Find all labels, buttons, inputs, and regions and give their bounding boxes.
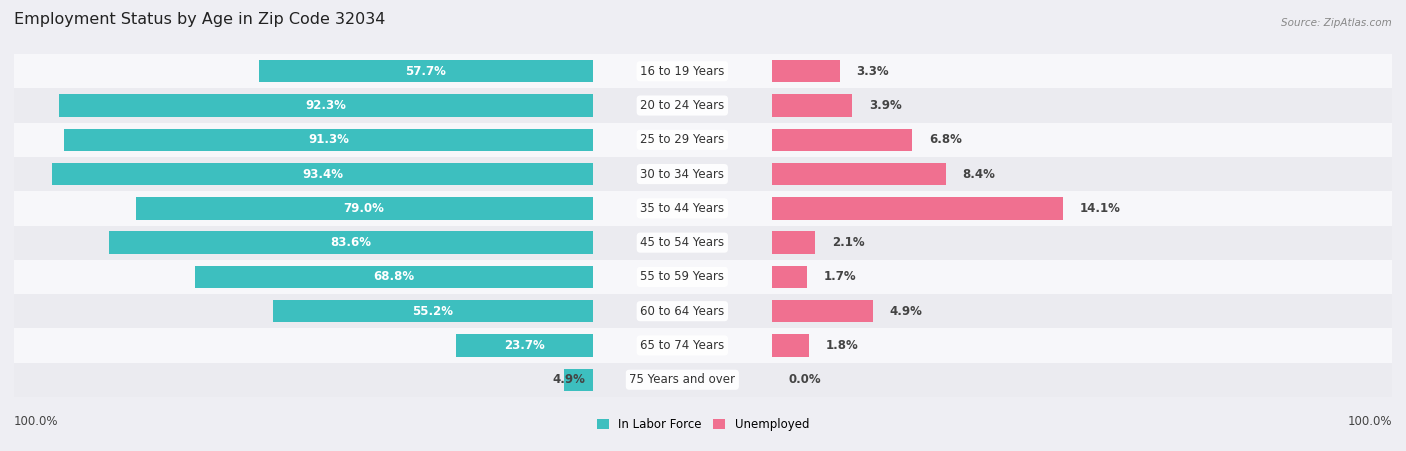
Bar (772, 60, 841, 83)
Bar (65, 129, 593, 151)
Text: 8.4%: 8.4% (962, 168, 995, 180)
Bar (593, 294, 772, 328)
Bar (593, 157, 772, 191)
Text: 57.7%: 57.7% (405, 65, 446, 78)
Text: 4.9%: 4.9% (890, 305, 922, 318)
Bar (14, 294, 593, 328)
Bar (772, 226, 1392, 260)
Text: 68.8%: 68.8% (373, 271, 415, 283)
Bar (52, 163, 593, 185)
Text: 25 to 29 Years: 25 to 29 Years (640, 133, 724, 146)
Text: 30 to 34 Years: 30 to 34 Years (640, 168, 724, 180)
Text: 79.0%: 79.0% (343, 202, 385, 215)
Text: 93.4%: 93.4% (302, 168, 343, 180)
Bar (772, 260, 1392, 294)
Bar (593, 88, 772, 123)
Bar (772, 197, 1063, 220)
Bar (14, 260, 593, 294)
Text: 2.1%: 2.1% (832, 236, 865, 249)
Bar (593, 123, 772, 157)
Bar (456, 334, 593, 357)
Legend: In Labor Force, Unemployed: In Labor Force, Unemployed (592, 414, 814, 436)
Bar (593, 328, 772, 363)
Bar (772, 231, 815, 254)
Bar (772, 88, 1392, 123)
Bar (14, 88, 593, 123)
Text: 1.8%: 1.8% (825, 339, 859, 352)
Bar (593, 260, 772, 294)
Text: 0.0%: 0.0% (789, 373, 821, 386)
Bar (593, 363, 772, 397)
Bar (14, 157, 593, 191)
Bar (259, 60, 593, 83)
Text: 4.9%: 4.9% (553, 373, 586, 386)
Text: Source: ZipAtlas.com: Source: ZipAtlas.com (1281, 18, 1392, 28)
Text: 92.3%: 92.3% (305, 99, 346, 112)
Bar (14, 328, 593, 363)
Bar (772, 157, 1392, 191)
Bar (593, 54, 772, 88)
Text: Employment Status by Age in Zip Code 32034: Employment Status by Age in Zip Code 320… (14, 12, 385, 27)
Bar (135, 197, 593, 220)
Text: 3.3%: 3.3% (856, 65, 889, 78)
Bar (772, 334, 808, 357)
Bar (772, 266, 807, 288)
Text: 100.0%: 100.0% (1347, 415, 1392, 428)
Text: 91.3%: 91.3% (308, 133, 349, 146)
Bar (772, 328, 1392, 363)
Bar (772, 123, 1392, 157)
Text: 45 to 54 Years: 45 to 54 Years (640, 236, 724, 249)
Bar (14, 226, 593, 260)
Bar (194, 266, 593, 288)
Bar (110, 231, 593, 254)
Bar (772, 300, 873, 322)
Bar (772, 363, 1392, 397)
Bar (564, 368, 593, 391)
Text: 14.1%: 14.1% (1080, 202, 1121, 215)
Text: 65 to 74 Years: 65 to 74 Years (640, 339, 724, 352)
Bar (772, 191, 1392, 226)
Text: 55 to 59 Years: 55 to 59 Years (640, 271, 724, 283)
Bar (14, 123, 593, 157)
Bar (772, 129, 912, 151)
Bar (14, 54, 593, 88)
Text: 23.7%: 23.7% (503, 339, 544, 352)
Text: 60 to 64 Years: 60 to 64 Years (640, 305, 724, 318)
Bar (14, 363, 593, 397)
Text: 16 to 19 Years: 16 to 19 Years (640, 65, 724, 78)
Bar (593, 226, 772, 260)
Text: 3.9%: 3.9% (869, 99, 901, 112)
Text: 83.6%: 83.6% (330, 236, 371, 249)
Text: 6.8%: 6.8% (929, 133, 962, 146)
Bar (593, 191, 772, 226)
Bar (772, 294, 1392, 328)
Bar (273, 300, 593, 322)
Text: 1.7%: 1.7% (824, 271, 856, 283)
Bar (14, 191, 593, 226)
Bar (59, 94, 593, 117)
Text: 55.2%: 55.2% (412, 305, 454, 318)
Text: 35 to 44 Years: 35 to 44 Years (640, 202, 724, 215)
Text: 100.0%: 100.0% (14, 415, 59, 428)
Bar (772, 94, 852, 117)
Bar (772, 54, 1392, 88)
Text: 20 to 24 Years: 20 to 24 Years (640, 99, 724, 112)
Text: 75 Years and over: 75 Years and over (630, 373, 735, 386)
Bar (772, 163, 945, 185)
